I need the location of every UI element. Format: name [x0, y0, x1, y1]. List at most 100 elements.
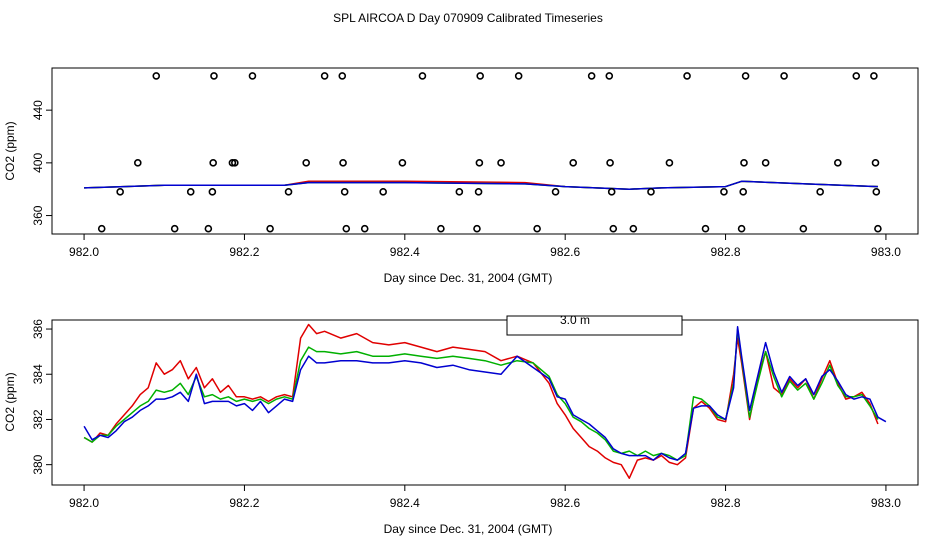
x-tick-label: 982.6	[550, 245, 580, 259]
y-tick-label: 400	[31, 153, 45, 173]
scatter-point	[437, 224, 445, 233]
x-tick-label: 982.6	[550, 496, 580, 510]
scatter-point	[780, 72, 788, 80]
scatter-point	[739, 188, 747, 196]
scatter-point	[816, 188, 824, 196]
scatter-point	[834, 159, 842, 167]
scatter-point	[186, 188, 195, 196]
scatter-point	[152, 72, 161, 80]
scatter-point	[605, 72, 614, 80]
x-tick-label: 982.8	[711, 496, 741, 510]
scatter-point	[473, 224, 481, 233]
scatter-point	[475, 159, 484, 167]
scatter-point	[665, 159, 674, 167]
series-line-blue	[84, 180, 878, 190]
scatter-point	[231, 159, 239, 167]
scatter-point	[398, 159, 407, 167]
y-tick-label: 386	[31, 319, 45, 339]
scatter-point	[170, 224, 179, 233]
scatter-point	[116, 188, 124, 196]
scatter-point	[740, 159, 748, 167]
legend-label: 3.0 m	[560, 313, 590, 327]
y-tick-label: 382	[31, 409, 45, 429]
scatter-point	[871, 159, 880, 167]
panel-top: 982.0 982.2 982.4 982.6 982.8 983.0360400440 …	[3, 67, 919, 285]
scatter-point	[418, 72, 427, 80]
x-tick-label: 982.8	[711, 245, 741, 259]
scatter-point	[799, 224, 808, 233]
scatter-point	[870, 72, 878, 80]
scatter-point	[720, 188, 728, 196]
scatter-point	[852, 72, 861, 80]
scatter-point	[340, 188, 349, 196]
x-axis-label-bottom: Day since Dec. 31, 2004 (GMT)	[384, 522, 553, 536]
series-line-blue	[83, 326, 887, 461]
x-tick-label: 982.0	[69, 245, 99, 259]
scatter-point	[379, 188, 387, 196]
x-tick-label: 983.0	[871, 496, 901, 510]
x-tick-label: 982.0	[69, 496, 99, 510]
y-tick-label: 440	[31, 100, 45, 120]
x-tick-label: 982.4	[390, 245, 420, 259]
marks-bottom	[83, 323, 887, 479]
scatter-point	[629, 224, 638, 233]
scatter-point	[320, 72, 329, 80]
legend-box: 3.0 m	[506, 313, 683, 336]
y-axis-label-bottom: CO2 (ppm)	[3, 372, 17, 431]
scatter-point	[342, 224, 351, 233]
scatter-point	[266, 224, 274, 233]
axes-top: 982.0 982.2 982.4 982.6 982.8 983.0 360 400 440	[31, 100, 901, 259]
plot-frame-top	[51, 67, 919, 235]
scatter-point	[455, 188, 464, 196]
scatter-point	[474, 188, 483, 196]
scatter-point	[133, 159, 142, 167]
scatter-point	[609, 224, 618, 233]
scatter-point	[551, 188, 560, 196]
y-tick-label: 380	[31, 454, 45, 474]
chart-title: SPL AIRCOA D Day 070909 Calibrated Times…	[333, 11, 603, 25]
x-axis-label-top: Day since Dec. 31, 2004 (GMT)	[384, 271, 553, 285]
scatter-point	[284, 188, 293, 196]
scatter-point	[647, 188, 655, 196]
y-axis-label-top: CO2 (ppm)	[3, 121, 17, 180]
legend-frame	[506, 315, 683, 336]
scatter-point	[514, 72, 523, 80]
scatter-point	[228, 159, 237, 167]
panel-bottom: 982.0 982.2 982.4 982.6 982.8 983.0 380 382 384 3…	[3, 313, 919, 536]
scatter-point	[339, 159, 347, 167]
scatter-point	[701, 224, 710, 233]
scatter-point	[761, 159, 770, 167]
x-tick-label: 983.0	[871, 245, 901, 259]
scatter-point	[683, 72, 691, 80]
scatter-point	[607, 188, 616, 196]
scatter-point	[360, 224, 369, 233]
scatter-point	[737, 224, 746, 233]
scatter-point	[97, 224, 106, 233]
scatter-point	[497, 159, 505, 167]
scatter-point	[741, 72, 750, 80]
scatter-point	[210, 72, 218, 80]
axes-bottom: 982.0 982.2 982.4 982.6 982.8 983.0 380 382 384 3…	[31, 319, 901, 510]
scatter-point	[874, 224, 882, 233]
scatter-point	[476, 72, 484, 80]
scatter-point	[302, 159, 310, 167]
scatter-point	[606, 159, 614, 167]
y-tick-label: 384	[31, 364, 45, 384]
x-tick-label: 982.2	[229, 245, 259, 259]
plot-frame-bottom	[51, 319, 919, 486]
scatter-point	[338, 72, 347, 80]
scatter-point	[533, 224, 541, 233]
marks-top	[84, 72, 882, 233]
scatter-point	[204, 224, 213, 233]
scatter-point	[209, 159, 217, 167]
scatter-point	[569, 159, 578, 167]
scatter-point	[587, 72, 596, 80]
scatter-point	[872, 188, 881, 196]
y-tick-label: 360	[31, 205, 45, 225]
scatter-point	[208, 188, 217, 196]
x-tick-label: 982.2	[229, 496, 259, 510]
x-tick-label: 982.4	[390, 496, 420, 510]
